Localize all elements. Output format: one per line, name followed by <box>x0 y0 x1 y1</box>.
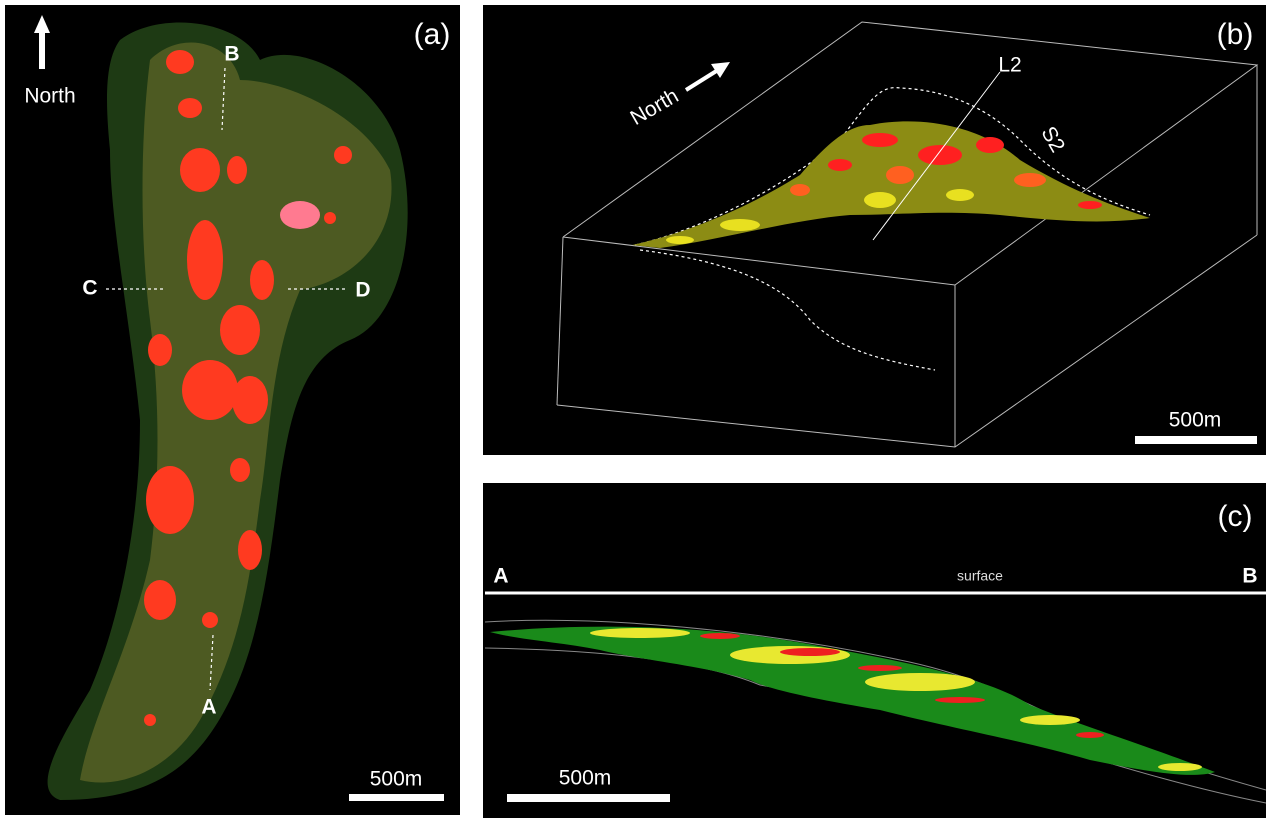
panel-background <box>483 5 1266 455</box>
blob <box>232 376 268 424</box>
blob <box>935 697 985 703</box>
panel-label: (a) <box>414 18 451 51</box>
section-point: A <box>201 696 216 719</box>
section-point: D <box>355 279 370 302</box>
blob <box>202 612 218 628</box>
section-point: C <box>82 277 97 300</box>
blob <box>1076 732 1104 738</box>
blob <box>238 530 262 570</box>
blob <box>187 220 223 300</box>
blob <box>148 334 172 366</box>
blob <box>946 189 974 201</box>
panel-a: North (a) B C D A 500m <box>5 5 460 815</box>
section-end: B <box>1242 565 1257 588</box>
panel-b: L2 S2 North (b) 500m <box>483 5 1266 455</box>
north-label: North <box>24 85 75 108</box>
scale-bar-label: 500m <box>559 767 612 790</box>
blob <box>780 648 840 656</box>
blob <box>1158 763 1202 771</box>
panel-c: (c) A B surface 500m <box>483 483 1266 818</box>
blob <box>144 714 156 726</box>
blob <box>730 646 850 664</box>
blob <box>324 212 336 224</box>
blob <box>862 133 898 147</box>
panel-label: (c) <box>1218 500 1253 533</box>
scale-bar-label: 500m <box>1169 409 1222 432</box>
blob <box>182 360 238 420</box>
surface-label: surface <box>957 568 1003 584</box>
blob <box>976 137 1004 153</box>
blob <box>666 236 694 244</box>
blob <box>220 305 260 355</box>
blob <box>166 50 194 74</box>
blob <box>700 633 740 639</box>
blob <box>865 673 975 691</box>
blob <box>180 148 220 192</box>
blob <box>227 156 247 184</box>
blob <box>178 98 202 118</box>
scale-bar <box>349 794 444 801</box>
blob <box>918 145 962 165</box>
blob <box>230 458 250 482</box>
blob <box>1020 715 1080 725</box>
blob <box>250 260 274 300</box>
blob <box>790 184 810 196</box>
blob <box>828 159 852 171</box>
blob <box>864 192 896 208</box>
panel-label: (b) <box>1217 18 1254 51</box>
blob <box>280 201 320 229</box>
blob <box>146 466 194 534</box>
section-end: A <box>493 565 508 588</box>
blob <box>144 580 176 620</box>
blob <box>720 219 760 231</box>
blob <box>858 665 902 671</box>
blob <box>334 146 352 164</box>
blob <box>886 166 914 184</box>
blob <box>1078 201 1102 209</box>
figure: North (a) B C D A 500m <box>0 0 1266 818</box>
annotation: L2 <box>998 54 1021 77</box>
section-point: B <box>224 43 239 66</box>
scale-bar <box>1135 436 1257 444</box>
blob <box>1014 173 1046 187</box>
blob <box>590 628 690 638</box>
scale-bar <box>507 794 670 802</box>
scale-bar-label: 500m <box>370 768 423 791</box>
